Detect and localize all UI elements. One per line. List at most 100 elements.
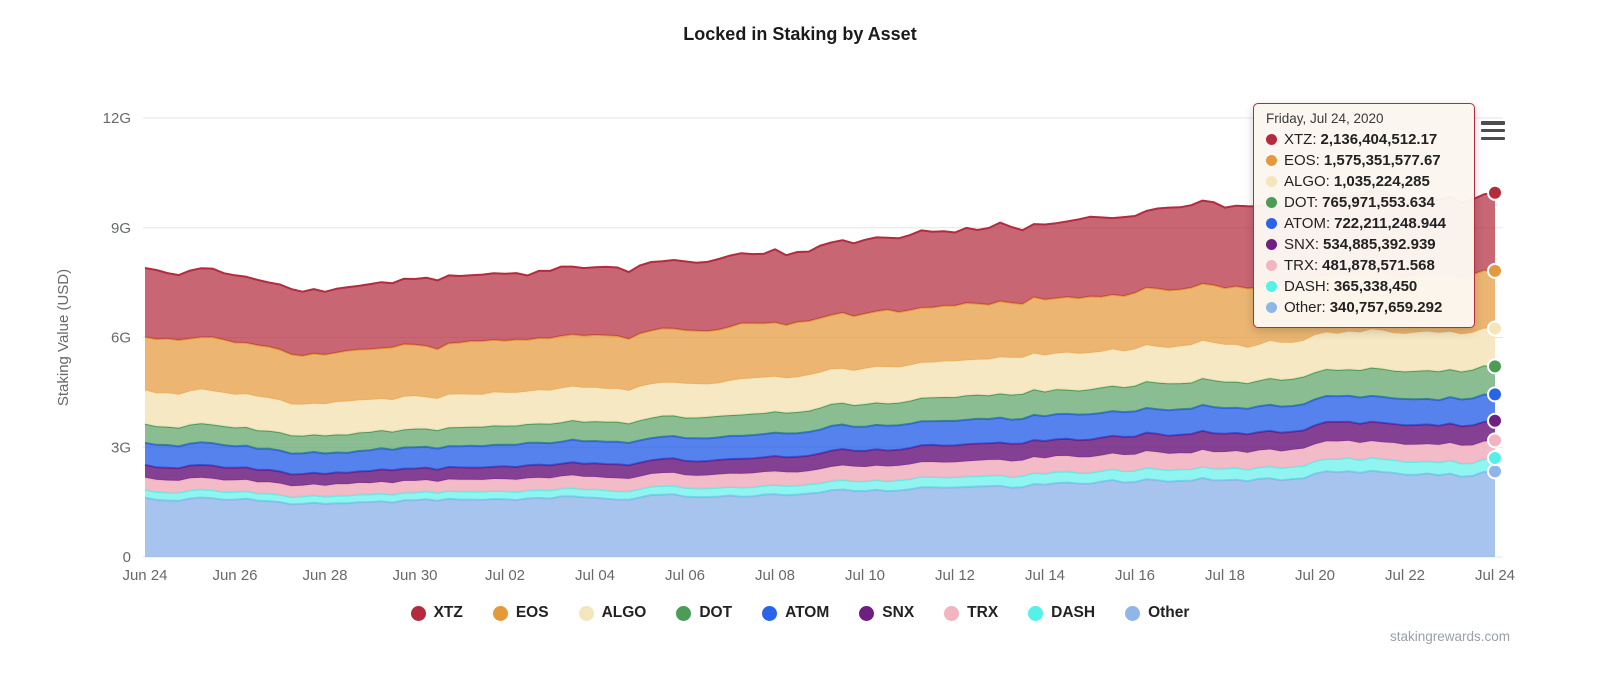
trx-color-icon [944, 605, 960, 621]
tooltip-series-value: 1,575,351,577.67 [1323, 152, 1441, 169]
legend-label: ATOM [785, 604, 830, 621]
marker-other[interactable] [1487, 463, 1503, 480]
x-tick-label: Jul 04 [575, 567, 615, 584]
tooltip-series-label: ALGO: [1284, 173, 1330, 190]
marker-xtz[interactable] [1487, 184, 1503, 201]
marker-dot[interactable] [1487, 358, 1503, 375]
chart-tooltip: Friday, Jul 24, 2020 XTZ: 2,136,404,512.1… [1253, 103, 1475, 328]
tooltip-series-value: 365,338,450 [1333, 278, 1418, 295]
x-tick-label: Jul 16 [1115, 567, 1155, 584]
tooltip-series-label: DOT: [1284, 194, 1319, 211]
legend-label: DASH [1051, 604, 1096, 621]
stacked-areas[interactable] [144, 189, 1496, 557]
eos-color-icon [1266, 155, 1277, 166]
area-xtz[interactable] [145, 190, 1495, 356]
legend-label: XTZ [433, 604, 463, 621]
export-menu-button[interactable] [1481, 121, 1505, 140]
tooltip-series-value: 340,757,659.292 [1329, 299, 1443, 316]
other-color-icon [1266, 302, 1277, 313]
area-trx[interactable] [145, 440, 1495, 497]
area-dot[interactable] [145, 365, 1495, 454]
watermark: stakingrewards.com [1389, 629, 1510, 644]
legend-item-atom[interactable]: ATOM [762, 604, 829, 622]
dash-color-icon [1028, 605, 1044, 621]
x-tick-label: Jul 20 [1295, 567, 1335, 584]
x-tick-label: Jun 24 [122, 567, 167, 584]
area-other[interactable] [145, 470, 1495, 557]
tooltip-row-atom: ATOM: 722,211,248.944 [1266, 213, 1462, 234]
marker-snx[interactable] [1487, 412, 1503, 429]
area-snx[interactable] [145, 420, 1495, 487]
dot-color-icon [1266, 197, 1277, 208]
x-tick-label: Jul 10 [845, 567, 885, 584]
tooltip-row-snx: SNX: 534,885,392.939 [1266, 234, 1462, 255]
y-tick-label: 3G [111, 439, 131, 456]
y-axis-title: Staking Value (USD) [55, 269, 72, 406]
legend-item-trx[interactable]: TRX [944, 604, 998, 622]
x-tick-label: Jul 22 [1385, 567, 1425, 584]
legend-label: ALGO [601, 604, 647, 621]
x-tick-label: Jun 30 [392, 567, 437, 584]
x-tick-label: Jul 08 [755, 567, 795, 584]
legend-label: TRX [967, 604, 999, 621]
y-tick-label: 6G [111, 330, 131, 347]
legend-item-xtz[interactable]: XTZ [410, 604, 463, 622]
x-tick-label: Jul 24 [1475, 567, 1515, 584]
tooltip-row-algo: ALGO: 1,035,224,285 [1266, 171, 1462, 192]
eos-color-icon [492, 605, 508, 621]
atom-color-icon [1266, 218, 1277, 229]
page-title: Locked in Staking by Asset [683, 24, 917, 44]
tooltip-row-dot: DOT: 765,971,553.634 [1266, 192, 1462, 213]
area-eos[interactable] [145, 270, 1495, 405]
tooltip-series-value: 2,136,404,512.17 [1320, 131, 1438, 148]
x-tick-label: Jul 18 [1205, 567, 1245, 584]
y-tick-label: 0 [123, 549, 131, 566]
tooltip-row-xtz: XTZ: 2,136,404,512.17 [1266, 129, 1462, 150]
area-atom[interactable] [145, 394, 1495, 475]
x-tick-label: Jul 12 [935, 567, 975, 584]
dash-color-icon [1266, 281, 1277, 292]
legend-label: DOT [699, 604, 733, 621]
tooltip-date: Friday, Jul 24, 2020 [1266, 111, 1384, 126]
tooltip-series-label: DASH: [1284, 278, 1330, 295]
marker-trx[interactable] [1487, 432, 1503, 449]
y-tick-label: 9G [111, 220, 131, 237]
marker-dash[interactable] [1487, 450, 1503, 466]
chart-legend: XTZ EOS ALGO DOT ATOM SNX TRX DASH Other [0, 604, 1600, 622]
legend-item-algo[interactable]: ALGO [578, 604, 647, 622]
tooltip-row-other: Other: 340,757,659.292 [1266, 297, 1462, 318]
xtz-color-icon [410, 605, 426, 621]
x-tick-label: Jun 28 [302, 567, 347, 584]
x-tick-label: Jul 02 [485, 567, 525, 584]
x-tick-label: Jun 26 [212, 567, 257, 584]
hamburger-icon [1481, 128, 1505, 133]
tooltip-series-label: TRX: [1284, 257, 1319, 274]
algo-color-icon [1266, 176, 1277, 187]
tooltip-row-dash: DASH: 365,338,450 [1266, 276, 1462, 297]
legend-label: EOS [515, 604, 549, 621]
x-tick-label: Jul 14 [1025, 567, 1065, 584]
legend-item-other[interactable]: Other [1125, 604, 1189, 622]
legend-label: Other [1148, 604, 1190, 621]
legend-item-snx[interactable]: SNX [859, 604, 914, 622]
series-end-markers[interactable] [1487, 184, 1503, 480]
snx-color-icon [859, 605, 875, 621]
y-tick-label: 12G [103, 110, 131, 127]
dot-color-icon [676, 605, 692, 621]
tooltip-series-value: 1,035,224,285 [1333, 173, 1430, 190]
tooltip-row-trx: TRX: 481,878,571.568 [1266, 255, 1462, 276]
tooltip-series-label: SNX: [1284, 236, 1320, 253]
marker-eos[interactable] [1487, 262, 1503, 279]
legend-item-dash[interactable]: DASH [1028, 604, 1095, 622]
x-axis-labels: Jun 24 Jun 26 Jun 28 Jun 30 Jul 02 Jul 04 Jul … [122, 567, 1515, 584]
marker-atom[interactable] [1487, 386, 1503, 403]
marker-algo[interactable] [1487, 320, 1503, 337]
tooltip-rows: XTZ: 2,136,404,512.17 EOS: 1,575,351,577.67… [1266, 129, 1462, 318]
area-algo[interactable] [145, 328, 1495, 436]
legend-item-dot[interactable]: DOT [676, 604, 732, 622]
tooltip-series-label: XTZ: [1284, 131, 1317, 148]
tooltip-row-eos: EOS: 1,575,351,577.67 [1266, 150, 1462, 171]
legend-item-eos[interactable]: EOS [492, 604, 549, 622]
